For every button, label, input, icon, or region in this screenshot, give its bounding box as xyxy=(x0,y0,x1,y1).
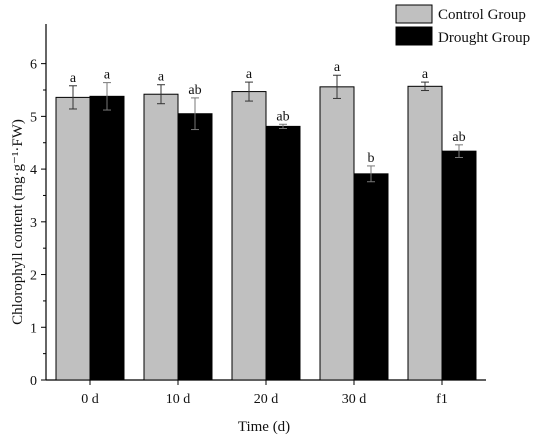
significance-label: a xyxy=(334,60,341,75)
legend: Control Group Drought Group xyxy=(395,4,530,46)
y-tick-label: 5 xyxy=(30,110,37,125)
bar-drought xyxy=(89,95,125,381)
x-tick-label: 30 d xyxy=(342,392,367,407)
bar-control xyxy=(55,96,91,381)
y-axis-title: Chlorophyll content (mg·g⁻¹·FW) xyxy=(10,119,26,325)
bar-drought xyxy=(353,173,389,381)
y-tick-label: 2 xyxy=(30,269,37,284)
x-tick-label: 20 d xyxy=(254,392,279,407)
significance-label: ab xyxy=(188,83,201,98)
significance-label: a xyxy=(422,67,429,82)
legend-swatch-drought xyxy=(395,26,433,46)
bar-control xyxy=(319,86,355,381)
legend-label-drought: Drought Group xyxy=(438,30,530,46)
x-tick-label: f1 xyxy=(436,392,448,407)
significance-label: ab xyxy=(276,109,289,124)
x-axis-title: Time (d) xyxy=(238,419,290,435)
bar-drought xyxy=(441,150,477,381)
y-tick-label: 1 xyxy=(30,321,37,336)
bar-control xyxy=(143,93,179,381)
significance-label: a xyxy=(158,70,165,85)
y-tick-label: 3 xyxy=(30,216,37,231)
y-tick-label: 0 xyxy=(30,374,37,389)
bar-drought xyxy=(265,125,301,381)
legend-swatch-control xyxy=(395,4,433,24)
bar-control xyxy=(407,85,443,381)
significance-label: a xyxy=(104,68,111,83)
x-tick-label: 0 d xyxy=(81,392,99,407)
significance-label: ab xyxy=(452,130,465,145)
bar-control xyxy=(231,91,267,381)
significance-label: a xyxy=(246,67,253,82)
significance-label: a xyxy=(70,71,77,86)
y-tick-label: 6 xyxy=(30,58,37,73)
bar-drought xyxy=(177,113,213,381)
legend-label-control: Control Group xyxy=(438,7,526,23)
significance-label: b xyxy=(368,151,375,166)
x-tick-label: 10 d xyxy=(166,392,191,407)
y-tick-label: 4 xyxy=(30,163,37,178)
